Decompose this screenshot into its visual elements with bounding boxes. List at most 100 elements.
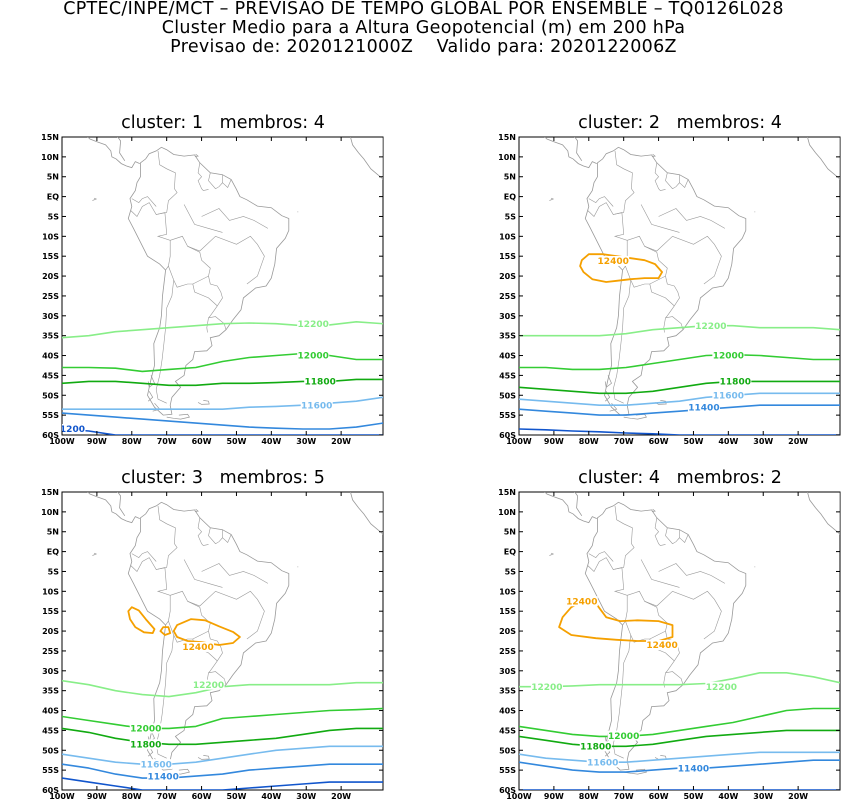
panel4-lon-label-7: 40W xyxy=(718,792,738,801)
panel4-lat-label-4: EQ xyxy=(504,548,516,557)
panel1-lat-label-1: 15N xyxy=(41,133,59,142)
map-panel-3: 12200120001180011600114001240015N10N5NEQ… xyxy=(20,488,395,808)
panel3-lat-label-1: 15N xyxy=(41,488,59,497)
panel4-lat-label-10: 30S xyxy=(499,667,516,676)
header-subtitle: Cluster Medio para a Altura Geopotencial… xyxy=(0,19,847,38)
panel4-contour-label-7: 12400 xyxy=(566,597,597,607)
panel2-lon-label-9: 20W xyxy=(788,437,808,446)
panel2-lon-label-3: 80W xyxy=(579,437,599,446)
panel2-lat-label-6: 10S xyxy=(499,232,516,241)
panel4-contour-label-2: 12200 xyxy=(706,683,737,693)
panel-title-4: cluster: 4 membros: 2 xyxy=(500,468,847,488)
panel1-contour-label-2: 12000 xyxy=(298,352,329,362)
panel-title-3: cluster: 3 membros: 5 xyxy=(43,468,403,488)
panel4-contour-label-4: 11800 xyxy=(580,742,611,752)
map-panel-1: 12200120001180011600120015N10N5NEQ5S10S1… xyxy=(20,133,395,453)
panel2-contour-label-2: 12000 xyxy=(713,352,744,362)
map-panel-2: 12200120001180011600114001240015N10N5NEQ… xyxy=(477,133,847,453)
panel1-lon-label-5: 60W xyxy=(192,437,212,446)
panel1-lat-label-9: 25S xyxy=(42,292,59,301)
panel3-lon-label-4: 70W xyxy=(157,792,177,801)
panel4-lon-label-2: 90W xyxy=(544,792,564,801)
panel2-lat-label-4: EQ xyxy=(504,193,516,202)
panel2-lat-label-7: 15S xyxy=(499,252,516,261)
panel4-contour-label-1: 12200 xyxy=(531,683,562,693)
panel1-lat-label-11: 35S xyxy=(42,332,59,341)
panel4-lon-label-5: 60W xyxy=(649,792,669,801)
panel2-lat-label-11: 35S xyxy=(499,332,516,341)
panel1-lat-label-3: 5N xyxy=(47,173,59,182)
header-title: CPTEC/INPE/MCT – PREVISAO DE TEMPO GLOBA… xyxy=(0,0,847,19)
panel2-lat-label-8: 20S xyxy=(499,272,516,281)
panel4-lon-label-8: 30W xyxy=(753,792,773,801)
panel4-lon-label-6: 50W xyxy=(683,792,703,801)
panel1-contour-label-5: 1200 xyxy=(60,425,85,435)
panel4-lat-label-12: 40S xyxy=(499,707,516,716)
panel3-lon-label-9: 20W xyxy=(331,792,351,801)
panel3-lon-label-8: 30W xyxy=(296,792,316,801)
panel1-lat-label-13: 45S xyxy=(42,371,59,380)
panel1-lat-label-7: 15S xyxy=(42,252,59,261)
panel3-lat-label-13: 45S xyxy=(42,726,59,735)
panel3-lon-label-6: 50W xyxy=(226,792,246,801)
panel3-lon-label-2: 90W xyxy=(87,792,107,801)
panel1-lon-label-1: 100W xyxy=(49,437,75,446)
panel1-lon-label-2: 90W xyxy=(87,437,107,446)
panel3-lat-label-14: 50S xyxy=(42,746,59,755)
panel1-contour-label-4: 11600 xyxy=(301,401,332,411)
panel2-lon-label-1: 100W xyxy=(506,437,532,446)
panel2-lon-label-6: 50W xyxy=(683,437,703,446)
panel2-contour-label-1: 12200 xyxy=(695,322,726,332)
panel3-lat-label-9: 25S xyxy=(42,647,59,656)
panel4-lon-label-9: 20W xyxy=(788,792,808,801)
panel3-contour-label-4: 11600 xyxy=(141,760,172,770)
panel4-lat-label-6: 10S xyxy=(499,587,516,596)
panel4-contour-label-6: 11400 xyxy=(678,764,709,774)
panel3-lat-label-11: 35S xyxy=(42,687,59,696)
panel4-lat-label-13: 45S xyxy=(499,726,516,735)
panel2-lon-label-8: 30W xyxy=(753,437,773,446)
panel4-lat-label-11: 35S xyxy=(499,687,516,696)
panel3-lon-label-3: 80W xyxy=(122,792,142,801)
panel2-lat-label-10: 30S xyxy=(499,312,516,321)
panel2-lat-label-2: 10N xyxy=(498,153,516,162)
panel2-lat-label-14: 50S xyxy=(499,391,516,400)
panel2-lon-label-2: 90W xyxy=(544,437,564,446)
panel1-lon-label-9: 20W xyxy=(331,437,351,446)
panel3-lat-label-12: 40S xyxy=(42,707,59,716)
panel1-lat-label-8: 20S xyxy=(42,272,59,281)
panel4-lat-label-7: 15S xyxy=(499,607,516,616)
panel2-lon-label-7: 40W xyxy=(718,437,738,446)
panel4-lon-label-3: 80W xyxy=(579,792,599,801)
panel3-lon-label-7: 40W xyxy=(261,792,281,801)
panel1-lon-label-7: 40W xyxy=(261,437,281,446)
panel1-lat-label-5: 5S xyxy=(48,212,60,221)
panel3-lat-label-15: 55S xyxy=(42,766,59,775)
panel1-contour-label-1: 12200 xyxy=(298,320,329,330)
panel1-lon-label-6: 50W xyxy=(226,437,246,446)
panel3-lon-label-1: 100W xyxy=(49,792,75,801)
panel2-contour-label-6: 12400 xyxy=(598,257,629,267)
panel4-lat-label-1: 15N xyxy=(498,488,516,497)
panel3-contour-label-6: 12400 xyxy=(182,643,213,653)
panel3-contour-label-2: 12000 xyxy=(130,725,161,735)
panel2-lat-label-9: 25S xyxy=(499,292,516,301)
panel2-lat-label-15: 55S xyxy=(499,411,516,420)
panel3-lat-label-4: EQ xyxy=(47,548,59,557)
panel3-contour-label-3: 11800 xyxy=(130,741,161,751)
panel-title-2: cluster: 2 membros: 4 xyxy=(500,113,847,133)
panel2-lat-label-12: 40S xyxy=(499,352,516,361)
panel3-lat-label-6: 10S xyxy=(42,587,59,596)
panel1-contour-label-3: 11800 xyxy=(305,378,336,388)
panel3-lon-label-5: 60W xyxy=(192,792,212,801)
panel4-lat-label-9: 25S xyxy=(499,647,516,656)
panel3-contour-label-1: 12200 xyxy=(193,681,224,691)
panel2-lon-label-4: 70W xyxy=(614,437,634,446)
panel1-lon-label-8: 30W xyxy=(296,437,316,446)
panel4-lat-label-14: 50S xyxy=(499,746,516,755)
panel2-lat-label-3: 5N xyxy=(504,173,516,182)
panel2-contour-label-4: 11600 xyxy=(713,391,744,401)
panel3-lat-label-7: 15S xyxy=(42,607,59,616)
panel2-lon-label-5: 60W xyxy=(649,437,669,446)
panel1-lat-label-2: 10N xyxy=(41,153,59,162)
